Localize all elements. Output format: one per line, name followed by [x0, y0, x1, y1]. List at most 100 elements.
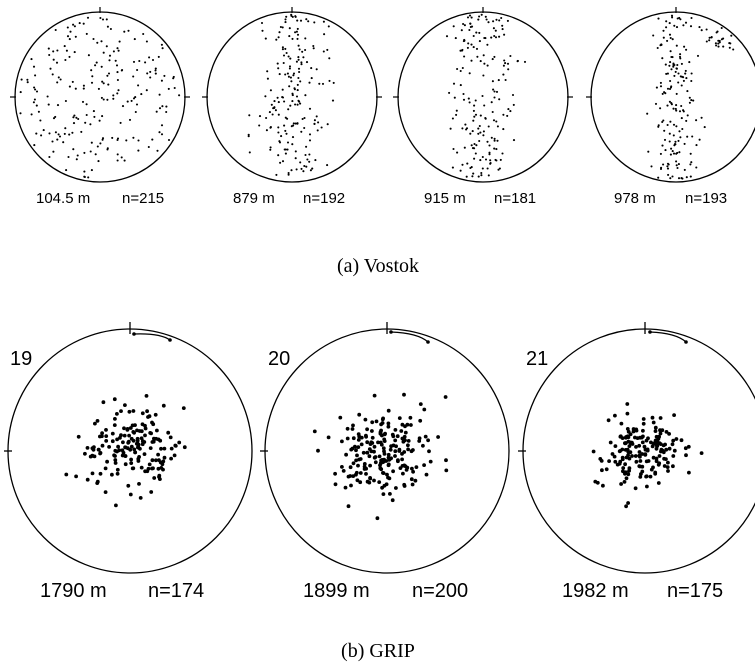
count-label: n=192 [303, 190, 345, 207]
c-axis-point [332, 81, 335, 84]
c-axis-point [100, 431, 104, 435]
c-axis-point [607, 459, 611, 463]
c-axis-point [296, 19, 299, 22]
c-axis-point [653, 429, 658, 433]
c-axis-point [51, 73, 54, 76]
c-axis-point [73, 114, 76, 117]
c-axis-point [675, 67, 678, 70]
c-axis-point [509, 110, 512, 113]
c-axis-point [386, 452, 391, 457]
c-axis-point [291, 143, 294, 146]
c-axis-point [281, 48, 284, 51]
c-axis-point [679, 438, 684, 443]
c-axis-point [94, 64, 97, 67]
c-axis-point [387, 476, 392, 481]
c-axis-point [365, 427, 369, 432]
c-axis-point [72, 148, 75, 151]
c-axis-point [145, 89, 148, 92]
c-axis-point [103, 490, 108, 494]
c-axis-point [63, 132, 66, 135]
c-axis-point [340, 465, 344, 469]
c-axis-point [80, 130, 83, 133]
c-axis-point [470, 16, 473, 19]
c-axis-point [56, 104, 60, 107]
c-axis-point [463, 24, 466, 27]
c-axis-point [105, 45, 108, 48]
c-axis-point [248, 114, 251, 117]
c-axis-point [283, 124, 286, 127]
c-axis-point [368, 463, 372, 468]
c-axis-point [448, 91, 451, 94]
c-axis-point [167, 87, 170, 90]
c-axis-point [98, 434, 102, 439]
c-axis-point [115, 471, 120, 476]
c-axis-point [498, 98, 501, 101]
c-axis-point [265, 116, 268, 120]
vostok-caption: (a) Vostok [337, 255, 419, 277]
c-axis-point [705, 28, 708, 31]
c-axis-point [284, 73, 287, 76]
c-axis-point [287, 108, 290, 111]
c-axis-point [378, 466, 383, 471]
c-axis-point [372, 444, 377, 449]
count-label: n=200 [412, 580, 468, 602]
c-axis-point [662, 464, 667, 468]
c-axis-point [620, 455, 625, 460]
c-axis-point [651, 420, 656, 425]
c-axis-point [138, 59, 141, 63]
c-axis-point [671, 438, 676, 443]
c-axis-point [308, 153, 311, 156]
c-axis-point [299, 19, 303, 22]
c-axis-point [128, 492, 133, 497]
c-axis-point [373, 455, 378, 459]
c-axis-point [390, 498, 395, 503]
c-axis-point [132, 430, 137, 435]
sample-number: 20 [268, 348, 290, 370]
c-axis-point [688, 101, 691, 104]
c-axis-point [470, 144, 473, 147]
c-axis-point [671, 16, 674, 19]
c-axis-point [293, 87, 296, 90]
c-axis-point [132, 136, 135, 139]
c-axis-point [466, 16, 470, 19]
c-axis-point [30, 113, 33, 116]
c-axis-point [462, 92, 465, 96]
c-axis-point [418, 418, 423, 423]
c-axis-point [117, 49, 120, 52]
c-axis-point [68, 38, 71, 41]
c-axis-point [472, 109, 475, 112]
c-axis-point [686, 114, 689, 117]
c-axis-point [82, 84, 85, 87]
c-axis-point [410, 482, 415, 487]
c-axis-point [390, 432, 395, 437]
c-axis-point [635, 436, 640, 440]
c-axis-point [62, 141, 65, 144]
c-axis-point [95, 419, 100, 423]
c-axis-point [277, 126, 280, 129]
c-axis-point [689, 152, 692, 155]
c-axis-point [468, 14, 472, 17]
c-axis-point [115, 437, 119, 442]
c-axis-point [638, 459, 643, 463]
c-axis-point [504, 62, 507, 65]
c-axis-point [662, 163, 665, 166]
c-axis-point [406, 443, 410, 448]
c-axis-point [664, 149, 667, 152]
c-axis-point [683, 446, 688, 451]
c-axis-point [326, 435, 331, 440]
c-axis-point [459, 169, 462, 172]
c-axis-point [297, 44, 300, 47]
c-axis-point [131, 409, 136, 413]
c-axis-point [26, 81, 29, 84]
c-axis-point [104, 428, 108, 432]
c-axis-point [490, 136, 493, 139]
c-axis-point [382, 432, 387, 437]
c-axis-point [152, 436, 156, 441]
c-axis-point [482, 74, 485, 77]
c-axis-point [328, 57, 331, 60]
c-axis-point [145, 469, 150, 474]
c-axis-point [696, 54, 700, 57]
c-axis-point [676, 63, 679, 67]
c-axis-point [139, 429, 144, 434]
c-axis-point [288, 67, 291, 70]
